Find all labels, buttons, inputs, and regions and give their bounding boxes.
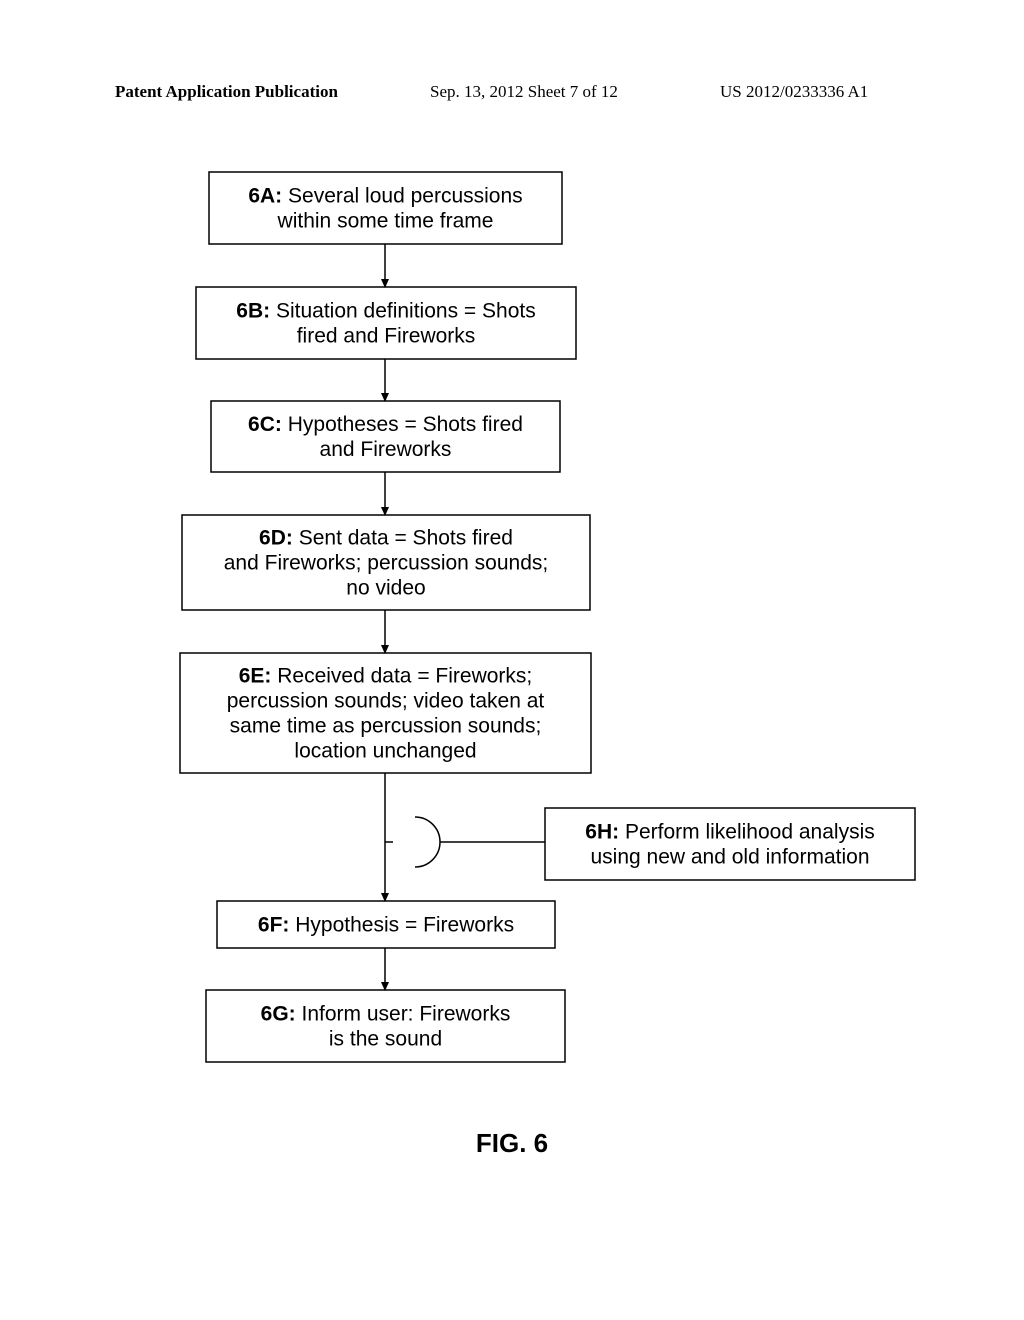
flow-box-text-6B: 6B: Situation definitions = Shotsfired a… (236, 300, 535, 348)
flow-box-text-6D: 6D: Sent data = Shots firedand Fireworks… (224, 527, 549, 600)
flow-box-6G (206, 990, 565, 1062)
flow-box-text-6G: 6G: Inform user: Fireworksis the sound (261, 1003, 511, 1051)
flow-box-text-6C: 6C: Hypotheses = Shots firedand Firework… (248, 413, 523, 461)
flow-box-6B (196, 287, 576, 359)
flow-box-6C (211, 401, 560, 472)
flow-box-text-6A: 6A: Several loud percussionswithin some … (248, 185, 522, 233)
flow-box-6H (545, 808, 915, 880)
flow-box-text-6F: 6F: Hypothesis = Fireworks (258, 914, 514, 937)
flow-box-text-6E: 6E: Received data = Fireworks;percussion… (227, 665, 545, 763)
flow-bump-arc (415, 817, 440, 867)
flowchart-canvas: 6A: Several loud percussionswithin some … (0, 0, 1024, 1320)
figure-caption: FIG. 6 (0, 1128, 1024, 1159)
flow-box-text-6H: 6H: Perform likelihood analysisusing new… (585, 821, 874, 869)
flow-box-6A (209, 172, 562, 244)
